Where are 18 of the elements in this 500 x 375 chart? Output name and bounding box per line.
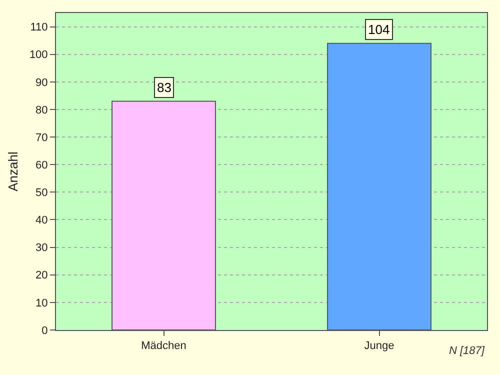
- data-label: 104: [368, 22, 390, 37]
- data-label: 83: [157, 80, 172, 95]
- y-tick-label: 100: [29, 49, 48, 62]
- y-tick-label: 70: [36, 132, 48, 144]
- x-tick-label: Mädchen: [141, 340, 186, 352]
- y-tick-label: 90: [36, 76, 48, 89]
- x-tick-label: Junge: [364, 340, 394, 352]
- y-tick-label: 20: [36, 270, 48, 282]
- y-tick-label: 60: [36, 159, 48, 172]
- y-tick-label: 40: [36, 214, 48, 227]
- y-tick-label: 50: [36, 187, 48, 200]
- y-tick-label: 30: [36, 242, 48, 254]
- text: N [187]: [449, 345, 486, 357]
- y-tick-label: 0: [42, 324, 48, 337]
- y-tick-label: 80: [36, 104, 48, 116]
- y-tick-label: 10: [36, 297, 48, 310]
- y-tick-label: 110: [30, 22, 48, 34]
- y-axis-title: Anzahl: [5, 152, 20, 192]
